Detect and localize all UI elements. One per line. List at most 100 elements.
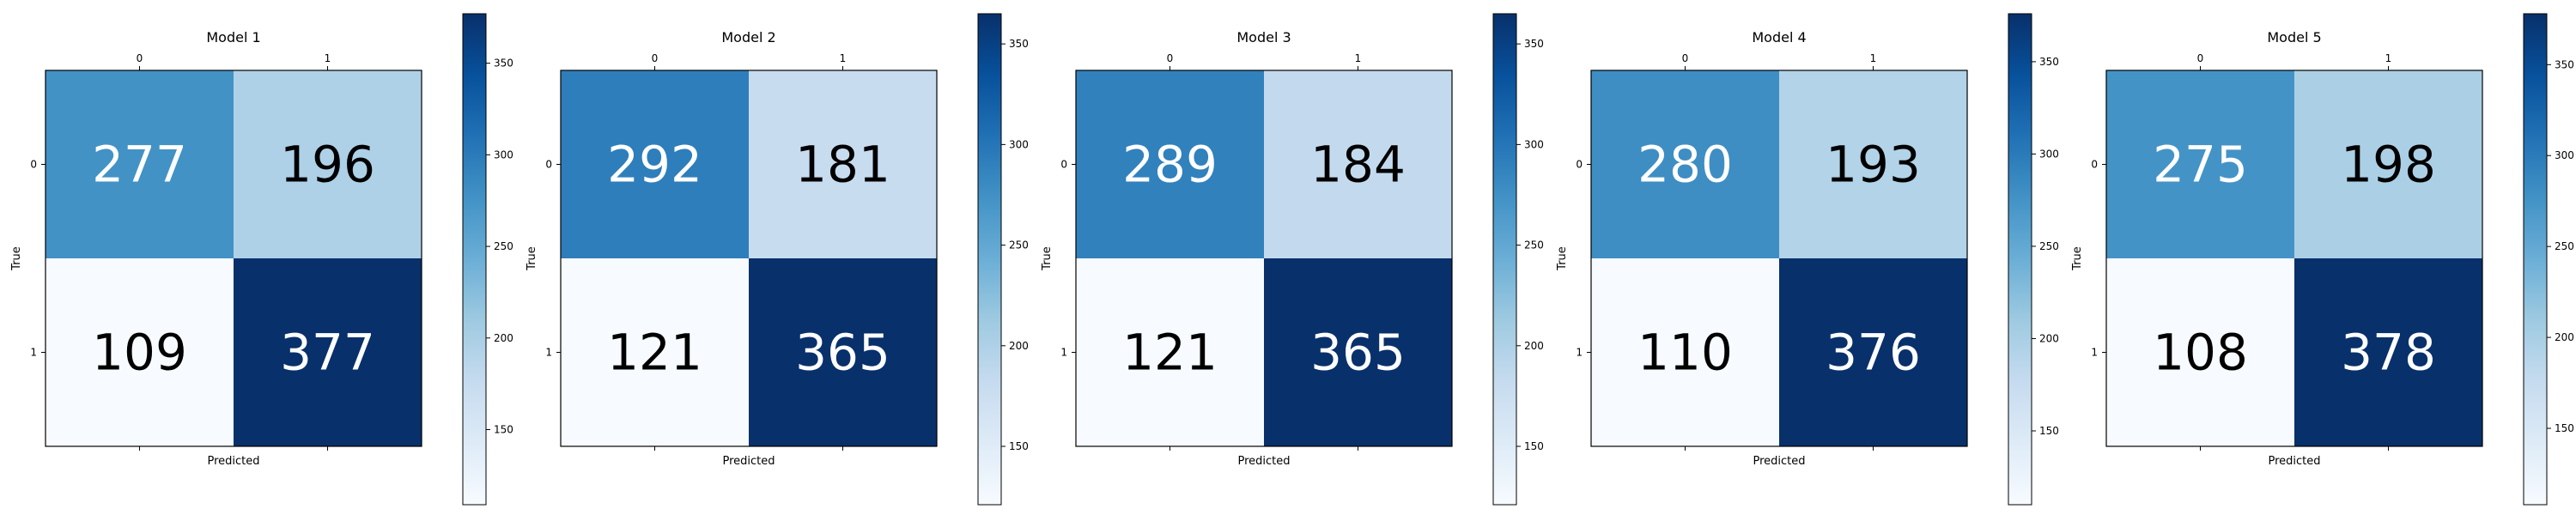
colorbar-tick-label: 300 [2039,148,2059,160]
y-axis-label: True [10,246,23,271]
y-tick-label: 0 [1576,159,1583,171]
matrix-cell [1076,70,1264,258]
colorbar-tick-label: 350 [1009,38,1029,50]
colorbar-tick-label: 350 [494,58,513,70]
y-tick-label: 0 [545,159,552,171]
cell-value: 378 [2341,324,2436,382]
matrix-frame [560,70,938,447]
matrix-frame [45,70,422,447]
matrix-cell [561,70,749,258]
colorbar-tick-label: 200 [2555,331,2574,343]
x-tick-label: 0 [1167,52,1174,64]
colorbar-tick-label: 250 [2555,240,2574,252]
matrix-cell [2294,258,2482,446]
cell-value: 196 [280,136,375,194]
cell-value: 365 [1310,324,1406,382]
colorbar [1492,13,1517,506]
cell-value: 376 [1826,324,1921,382]
x-tick-label: 0 [137,52,143,64]
cell-value: 289 [1122,136,1218,194]
panel-title: Model 1 [206,29,260,45]
confusion-matrix-panel: Model 5 275 198 108 378 0 1 0 1 Predicted True 150 2… [2071,13,2574,506]
cell-value: 277 [92,136,187,194]
colorbar [2008,13,2032,506]
colorbar-tick-label: 250 [2039,240,2059,252]
x-tick-label: 1 [1355,52,1362,64]
colorbar-tick-label: 350 [2555,58,2574,70]
y-tick-label: 1 [545,347,552,359]
colorbar-tick-label: 250 [494,240,513,252]
confusion-matrix-panel: Model 3 289 184 121 365 0 1 0 1 Predicted True 150 2… [1041,13,1544,506]
y-tick-label: 0 [30,159,37,171]
matrix-cell [1264,258,1452,446]
cell-value: 275 [2153,136,2248,194]
x-axis-label: Predicted [722,455,775,468]
matrix-cell [1591,70,1779,258]
x-tick-label: 0 [1682,52,1689,64]
confusion-matrix-panel: Model 4 280 193 110 376 0 1 0 1 Predicted True 150 2… [1556,13,2059,506]
colorbar-tick-label: 150 [1009,440,1029,452]
x-axis-label: Predicted [1237,455,1290,468]
cell-value: 280 [1637,136,1733,194]
matrix-cell [234,70,422,258]
cell-value: 365 [795,324,890,382]
colorbar-tick-label: 300 [1009,138,1029,150]
y-axis-label: True [1556,246,1569,271]
x-tick-label: 1 [840,52,847,64]
x-tick-label: 0 [2197,52,2204,64]
colorbar-tick-label: 350 [1524,38,1544,50]
colorbar-tick-label: 350 [2039,56,2059,68]
x-axis-label: Predicted [1753,455,1805,468]
cell-value: 198 [2341,136,2436,194]
cell-value: 121 [607,324,702,382]
confusion-matrix-panel: Model 1 277 196 109 377 0 1 0 1 Predicted True 150 2… [10,13,513,506]
colorbar-tick-label: 150 [494,423,513,435]
cell-value: 108 [2153,324,2248,382]
panel-title: Model 2 [721,29,775,45]
confusion-matrix-panel: Model 2 292 181 121 365 0 1 0 1 Predicted True 150 2… [526,13,1029,506]
y-axis-label: True [2071,246,2084,271]
y-tick-label: 1 [30,347,37,359]
matrix-frame [1590,70,1968,447]
colorbar [2523,13,2548,506]
colorbar-tick-label: 150 [2039,425,2059,437]
cell-value: 181 [795,136,890,194]
cell-value: 292 [607,136,702,194]
y-axis-label: True [1041,246,1054,271]
colorbar-tick-label: 300 [2555,149,2574,161]
cell-value: 109 [92,324,187,382]
x-axis-label: Predicted [207,455,259,468]
x-tick-label: 1 [2385,52,2392,64]
x-tick-label: 1 [325,52,331,64]
panel-title: Model 4 [1752,29,1806,45]
matrix-cell [46,70,234,258]
matrix-frame [1075,70,1453,447]
matrix-cell [749,258,937,446]
y-tick-label: 1 [1576,347,1583,359]
colorbar-tick-label: 200 [1009,340,1029,352]
colorbar-tick-label: 200 [494,332,513,344]
matrix-cell [46,258,234,446]
colorbar-tick-label: 250 [1009,239,1029,251]
colorbar-tick-label: 200 [1524,340,1544,352]
colorbar-tick-label: 200 [2039,332,2059,344]
matrix-cell [2106,258,2294,446]
colorbar [977,13,1002,506]
colorbar-tick-label: 300 [494,148,513,161]
colorbar-tick-label: 250 [1524,239,1544,251]
x-tick-label: 0 [652,52,659,64]
x-tick-label: 1 [1870,52,1877,64]
y-tick-label: 0 [2091,159,2098,171]
matrix-cell [561,258,749,446]
matrix-cell [749,70,937,258]
matrix-cell [2106,70,2294,258]
y-axis-label: True [526,246,538,271]
panel-title: Model 5 [2267,29,2321,45]
matrix-cell [1076,258,1264,446]
y-tick-label: 0 [1060,159,1067,171]
cell-value: 121 [1122,324,1218,382]
matrix-frame [2105,70,2483,447]
x-axis-label: Predicted [2268,455,2320,468]
colorbar-tick-label: 150 [2555,422,2574,434]
